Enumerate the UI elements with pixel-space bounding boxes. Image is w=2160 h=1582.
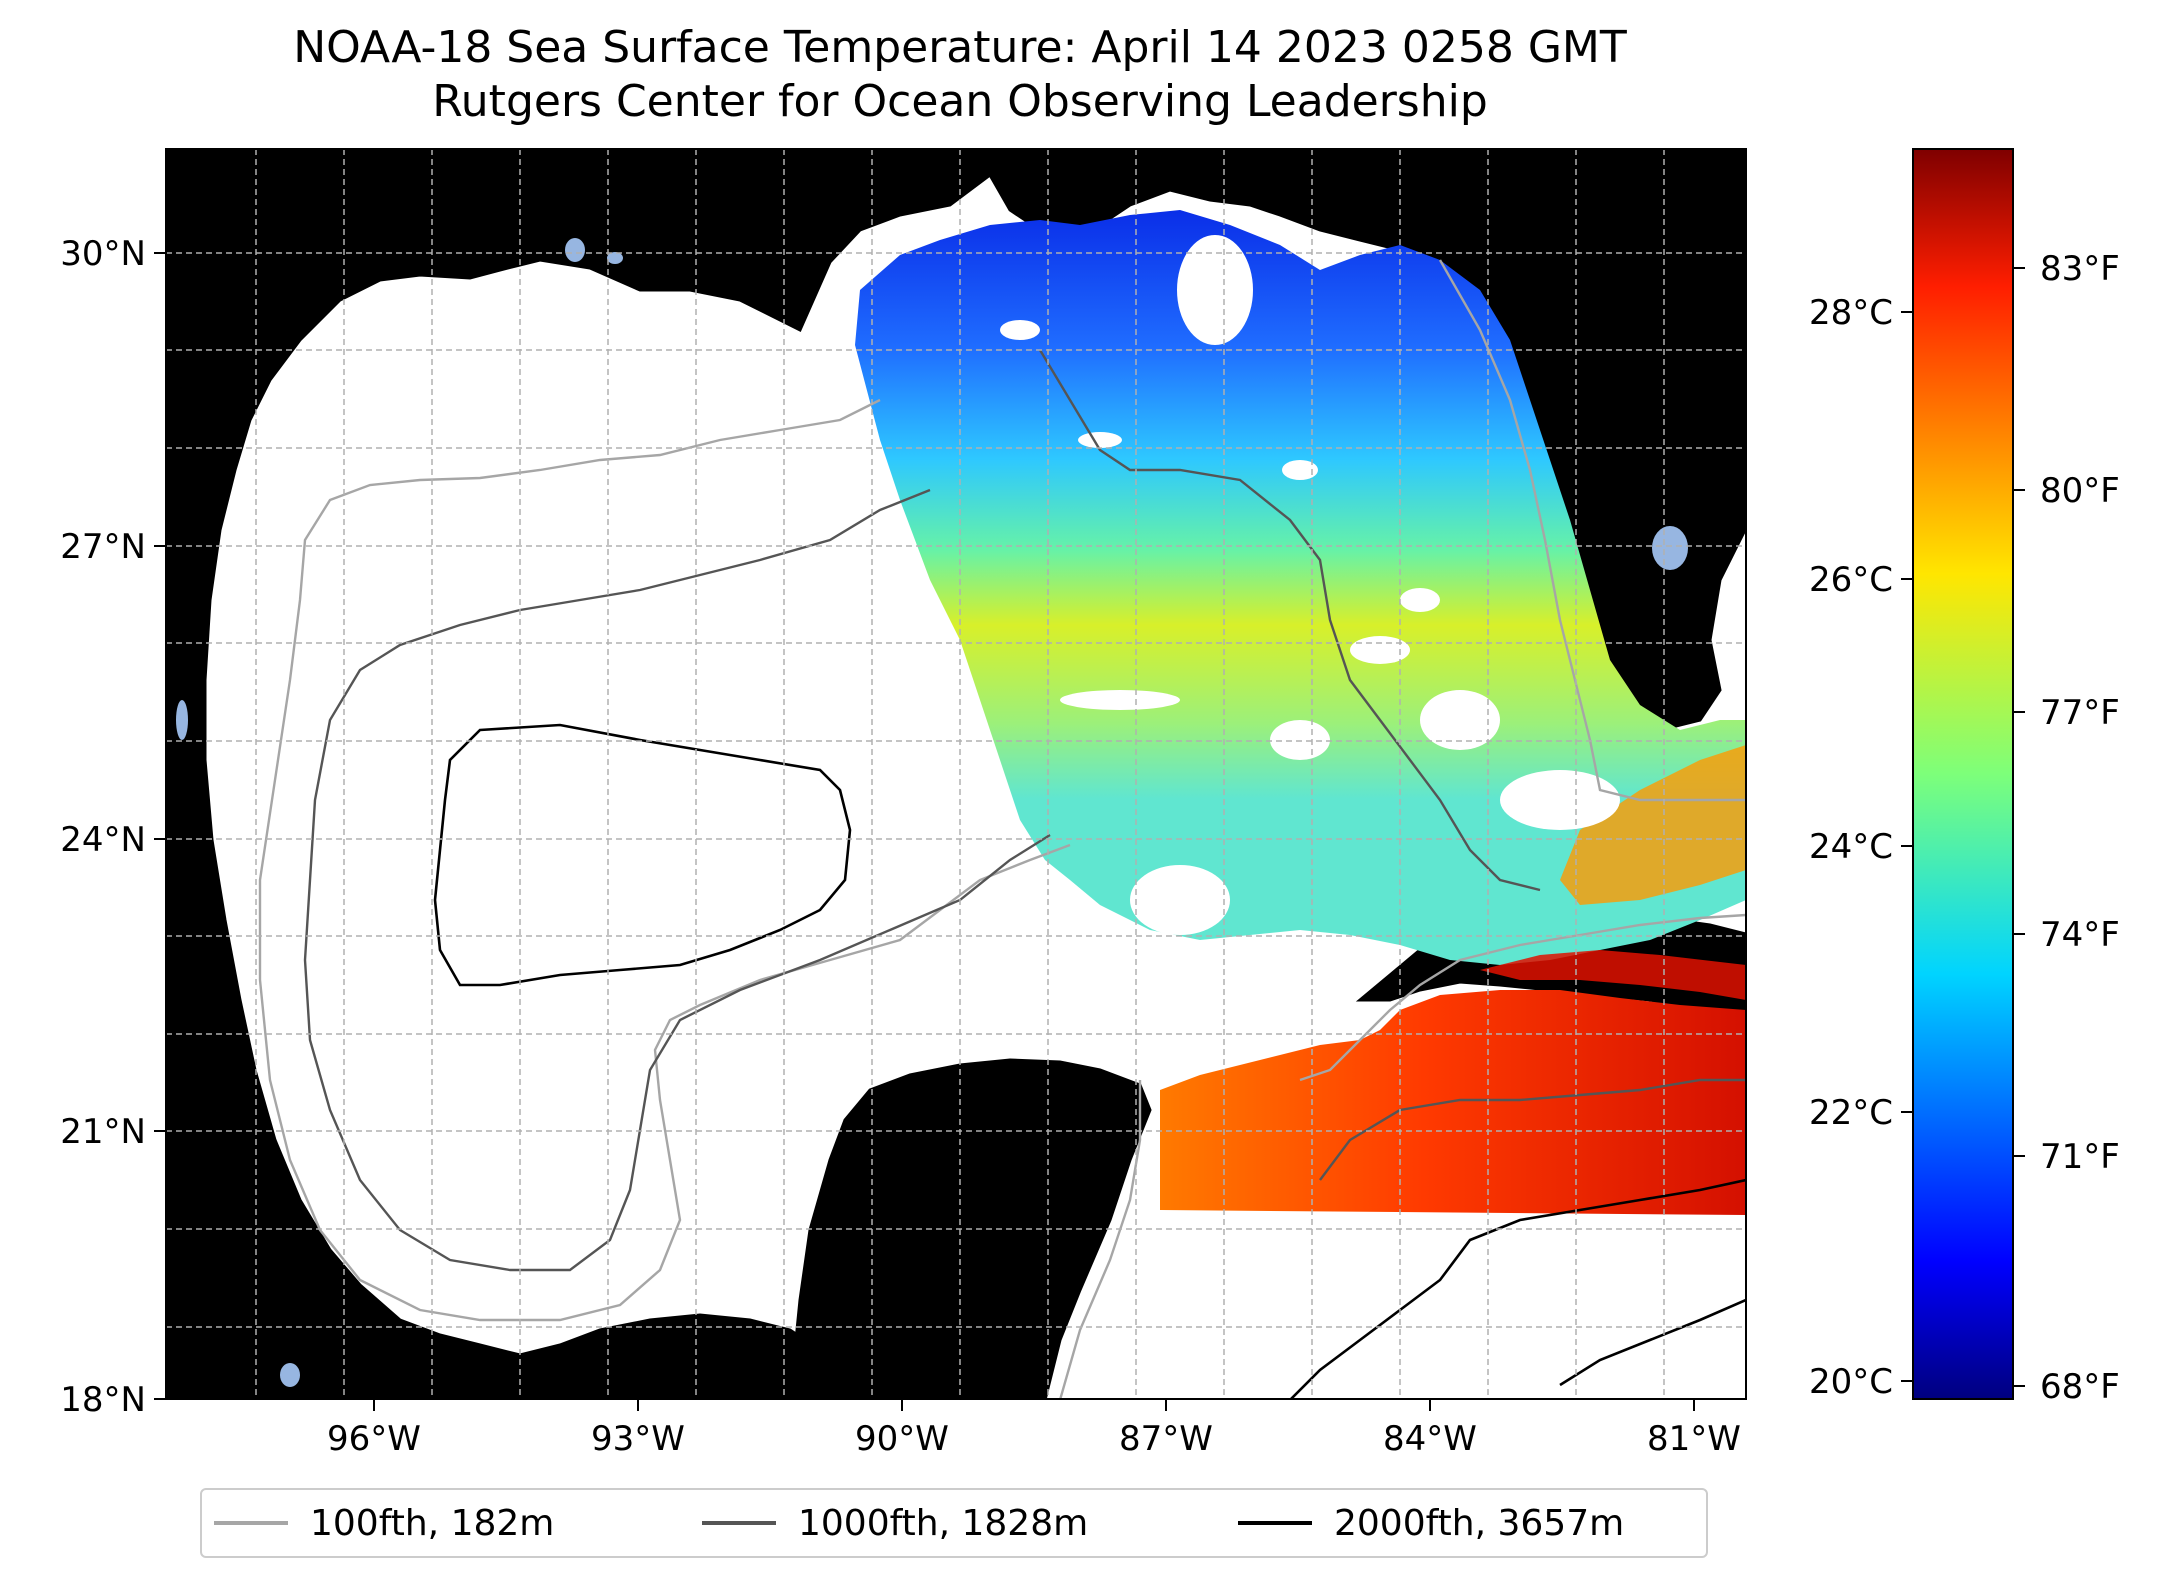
lake-louisiana [565,238,585,262]
sst-straits-warm [1560,745,1746,905]
legend-line-1000fth [702,1521,776,1525]
lat-tick-label: 27°N [60,527,146,567]
lat-tick-label: 21°N [60,1112,146,1152]
cloud-gaps [1000,235,1620,1010]
lat-axis [154,252,166,1400]
bathymetry-100fth [258,259,1746,1399]
lat-tick-label: 18°N [60,1380,146,1420]
lon-tick-label: 87°W [1119,1419,1213,1459]
lagoon-mexico [280,1363,300,1387]
lake-pontchartrain [607,252,623,264]
legend-item-100fth: 100fth, 182m [214,1490,554,1556]
lake-okeechobee [1652,526,1688,570]
fahrenheit-tick-label: 74°F [2040,915,2120,955]
lat-lon-grid [166,149,1746,1399]
lon-tick-label: 84°W [1383,1419,1477,1459]
fahrenheit-tick-label: 68°F [2040,1367,2120,1407]
colorbar-celsius-axis [1901,311,1913,1382]
bathymetry-2000fth [433,723,1746,1399]
legend-label: 2000fth, 3657m [1334,1502,1625,1544]
colorbar [1912,148,2014,1400]
lon-tick-label: 81°W [1647,1419,1741,1459]
legend-line-100fth [214,1521,288,1525]
fahrenheit-tick-label: 80°F [2040,471,2120,511]
lon-tick-label: 93°W [591,1419,685,1459]
legend-item-1000fth: 1000fth, 1828m [702,1490,1088,1556]
legend: 100fth, 182m 1000fth, 1828m 2000fth, 365… [200,1488,1708,1558]
lon-axis [373,1399,1695,1411]
fahrenheit-tick-label: 83°F [2040,249,2120,289]
fahrenheit-tick-label: 71°F [2040,1137,2120,1177]
celsius-tick-label: 24°C [1809,827,1893,867]
lakes [176,238,1688,1387]
map-subtitle: Rutgers Center for Ocean Observing Leade… [432,76,1488,127]
sst-cuba-waters [1480,950,1746,1000]
celsius-tick-label: 20°C [1809,1362,1893,1402]
land-north-west [166,149,999,1399]
map-title: NOAA-18 Sea Surface Temperature: April 1… [293,22,1627,73]
fahrenheit-tick-label: 77°F [2040,693,2120,733]
legend-label: 100fth, 182m [310,1502,555,1544]
celsius-tick-label: 28°C [1809,293,1893,333]
celsius-tick-label: 22°C [1809,1093,1893,1133]
bathymetry-1000fth [303,349,1746,1272]
legend-item-2000fth: 2000fth, 3657m [1238,1490,1624,1556]
sst-swath-north [855,210,1746,965]
lon-tick-label: 90°W [855,1419,949,1459]
colorbar-fahrenheit-axis [2013,267,2025,1387]
map-frame [165,148,1747,1400]
map-panel [166,149,1746,1399]
lat-tick-label: 30°N [60,234,146,274]
lat-tick-label: 24°N [60,820,146,860]
celsius-tick-label: 26°C [1809,560,1893,600]
sst-swath-south [1160,990,1746,1215]
lagoon-texas [176,700,188,740]
legend-line-2000fth [1238,1521,1312,1525]
legend-label: 1000fth, 1828m [798,1502,1089,1544]
lon-tick-label: 96°W [327,1419,421,1459]
